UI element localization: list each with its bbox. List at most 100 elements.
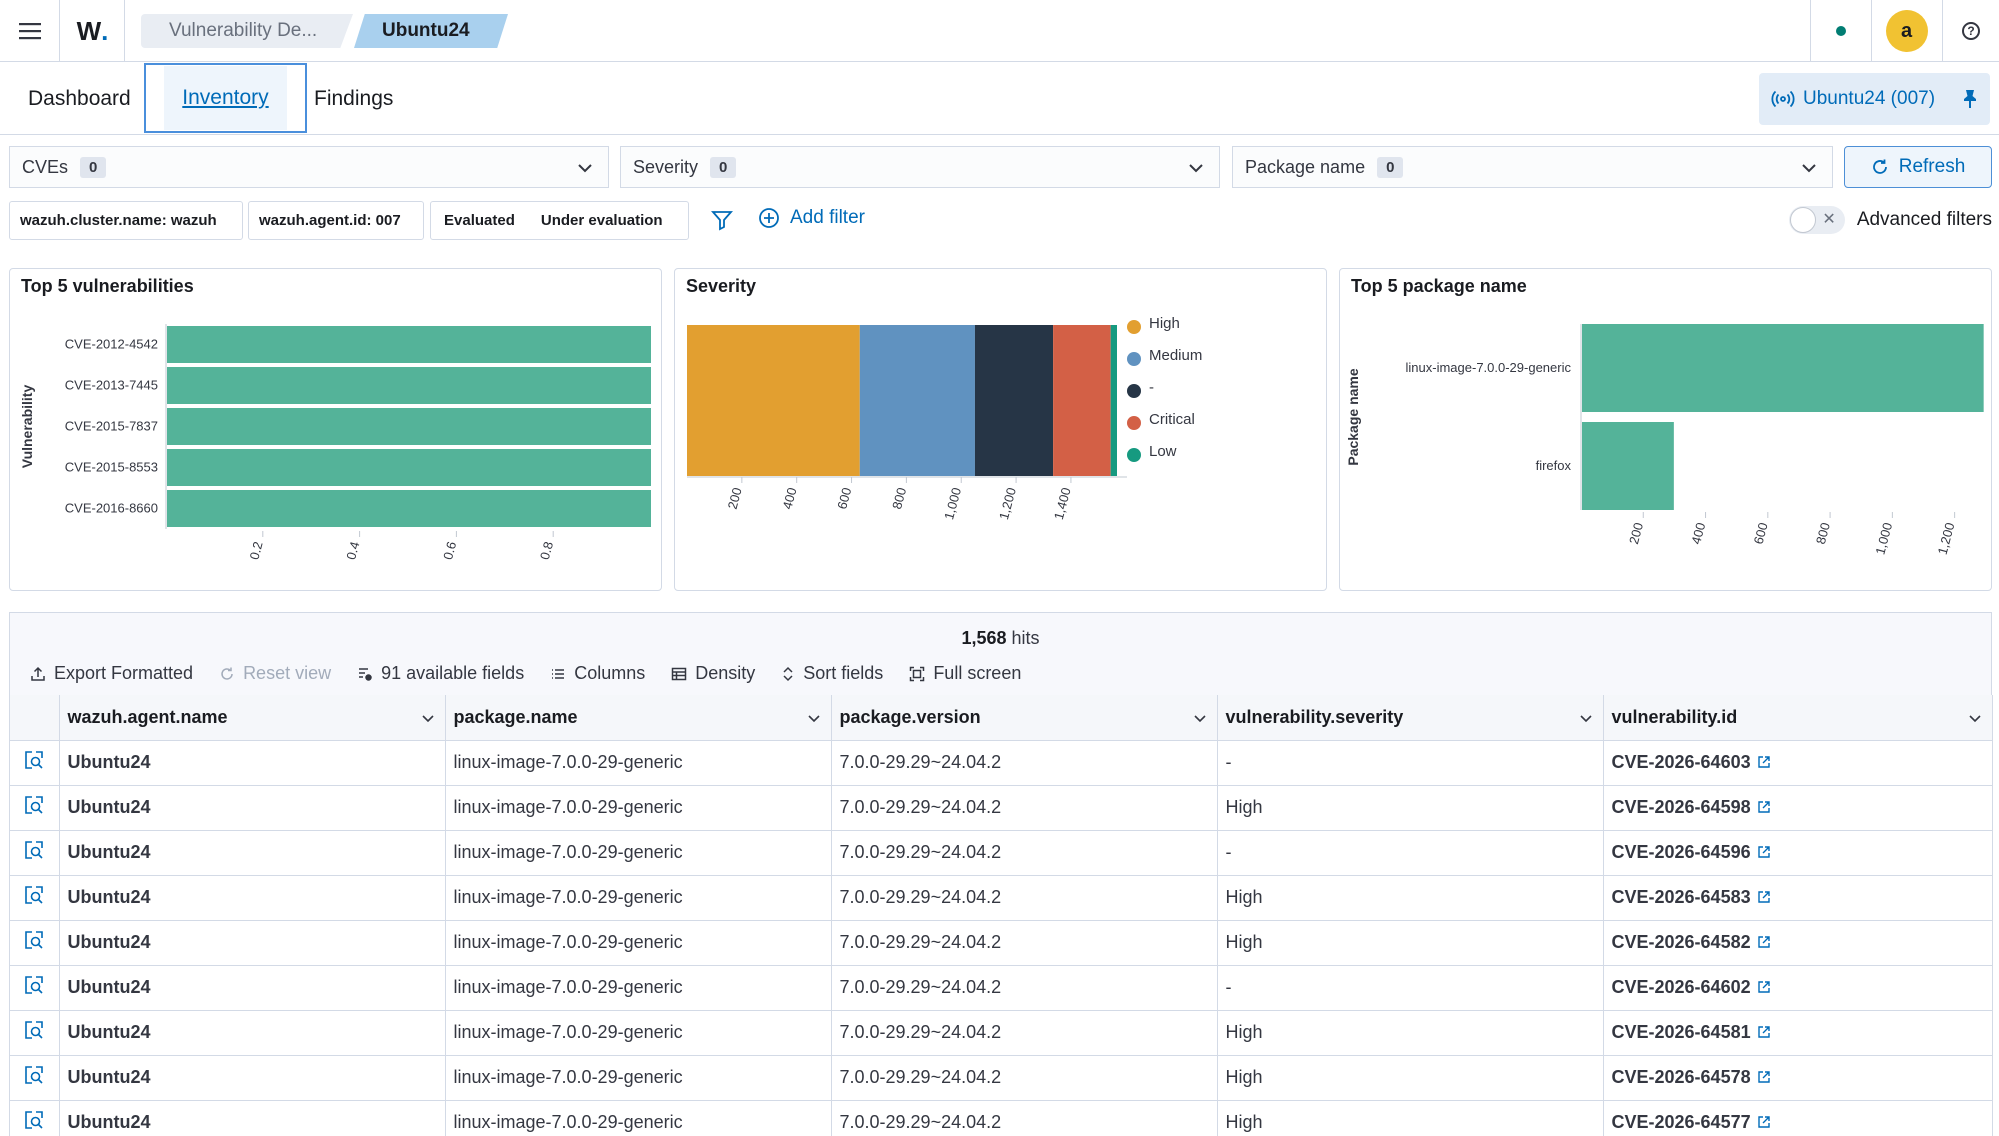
agent-name-link[interactable]: Ubuntu24	[59, 785, 446, 831]
x-tick-label: 1,200	[996, 486, 1019, 521]
severity-cell: -	[1217, 740, 1604, 786]
inspect-icon	[25, 751, 44, 769]
chevron-down-icon[interactable]	[1968, 711, 1982, 725]
table-row: Ubuntu24 linux-image-7.0.0-29-generic 7.0.…	[10, 740, 1993, 786]
breadcrumb-agent[interactable]: Ubuntu24	[354, 14, 508, 48]
inspect-row-button[interactable]	[10, 740, 60, 786]
vulnerability-id-link[interactable]: CVE-2026-64582	[1603, 920, 1993, 966]
agent-name-link[interactable]: Ubuntu24	[59, 1010, 446, 1056]
vulnerability-id-text: CVE-2026-64583	[1611, 887, 1751, 907]
chevron-down-icon[interactable]	[807, 711, 821, 725]
inspect-icon	[25, 841, 44, 859]
filter-pill-agent[interactable]: wazuh.agent.id: 007	[248, 201, 424, 240]
vulnerability-id-link[interactable]: CVE-2026-64603	[1603, 740, 1993, 786]
external-link-icon	[1757, 756, 1770, 768]
chevron-down-icon[interactable]	[1579, 711, 1593, 725]
broadcast-icon	[1771, 90, 1795, 108]
column-header-package-name[interactable]: package.name	[445, 695, 832, 741]
vulnerability-id-link[interactable]: CVE-2026-64598	[1603, 785, 1993, 831]
severity-selector[interactable]: Severity 0	[620, 146, 1220, 188]
agent-name-link[interactable]: Ubuntu24	[59, 740, 446, 786]
full-screen-button[interactable]: Full screen	[909, 663, 1021, 684]
inspect-row-button[interactable]	[10, 785, 60, 831]
inspect-row-button[interactable]	[10, 830, 60, 876]
chevron-down-icon[interactable]	[1193, 711, 1207, 725]
export-formatted-button[interactable]: Export Formatted	[30, 663, 193, 684]
vulnerability-id-link[interactable]: CVE-2026-64596	[1603, 830, 1993, 876]
agent-name-link[interactable]: Ubuntu24	[59, 1100, 446, 1136]
chevron-down-icon	[1189, 164, 1203, 173]
vulnerability-id-link[interactable]: CVE-2026-64577	[1603, 1100, 1993, 1136]
vulnerability-id-link[interactable]: CVE-2026-64583	[1603, 875, 1993, 921]
filter-pill-cluster[interactable]: wazuh.cluster.name: wazuh	[9, 201, 243, 240]
x-tick-label: 0.8	[537, 540, 556, 561]
columns-button[interactable]: Columns	[550, 663, 645, 684]
x-tick-label: 0.2	[247, 540, 266, 561]
x-tick-label: 600	[1751, 521, 1771, 546]
under-evaluation-button[interactable]: Under evaluation	[540, 212, 663, 229]
vulnerability-id-text: CVE-2026-64578	[1611, 1067, 1751, 1087]
table-row: Ubuntu24 linux-image-7.0.0-29-generic 7.0.…	[10, 785, 1993, 831]
breadcrumb-vulnerability[interactable]: Vulnerability De...	[141, 14, 353, 48]
help-icon: ?	[1962, 22, 1980, 40]
density-label: Density	[695, 663, 756, 683]
vulnerability-id-text: CVE-2026-64596	[1611, 842, 1751, 862]
vulnerability-id-link[interactable]: CVE-2026-64581	[1603, 1010, 1993, 1056]
tab-dashboard[interactable]: Dashboard	[28, 87, 131, 110]
agent-name-link[interactable]: Ubuntu24	[59, 965, 446, 1011]
menu-button[interactable]	[0, 0, 60, 62]
package-name-selector[interactable]: Package name 0	[1232, 146, 1833, 188]
table-row: Ubuntu24 linux-image-7.0.0-29-generic 7.0.…	[10, 920, 1993, 966]
vulnerability-id-link[interactable]: CVE-2026-64602	[1603, 965, 1993, 1011]
available-fields-button[interactable]: 91 available fields	[357, 663, 524, 684]
y-axis-label: Package name	[1345, 368, 1361, 465]
vulnerability-id-text: CVE-2026-64582	[1611, 932, 1751, 952]
tab-inventory[interactable]: Inventory	[144, 63, 307, 133]
table-body: Ubuntu24 linux-image-7.0.0-29-generic 7.0.…	[10, 740, 1993, 1136]
filter-icon[interactable]	[710, 208, 734, 232]
inspect-row-button[interactable]	[10, 920, 60, 966]
evaluated-button[interactable]: Evaluated	[444, 212, 515, 229]
agent-selector-button[interactable]: Ubuntu24 (007)	[1759, 73, 1990, 125]
toggle-switch[interactable]: ✕	[1788, 206, 1845, 234]
x-tick-label: 1,400	[1051, 486, 1074, 521]
bar-segment	[859, 325, 975, 476]
inspect-row-button[interactable]	[10, 875, 60, 921]
column-header-severity[interactable]: vulnerability.severity	[1217, 695, 1604, 741]
inspect-row-button[interactable]	[10, 1055, 60, 1101]
y-axis-label: Vulnerability	[19, 385, 35, 469]
advanced-filters-toggle[interactable]: ✕ Advanced filters	[1788, 206, 1992, 234]
refresh-icon	[1872, 159, 1887, 174]
x-tick-label: 400	[779, 486, 799, 511]
severity-cell: High	[1217, 785, 1604, 831]
refresh-button[interactable]: Refresh	[1844, 146, 1992, 188]
add-filter-button[interactable]: Add filter	[758, 207, 865, 229]
density-button[interactable]: Density	[671, 663, 755, 684]
cves-selector-label: CVEs	[22, 156, 69, 177]
agent-name-link[interactable]: Ubuntu24	[59, 920, 446, 966]
column-header-package-version[interactable]: package.version	[831, 695, 1218, 741]
inspect-row-button[interactable]	[10, 965, 60, 1011]
wazuh-logo[interactable]: W.	[61, 0, 125, 62]
agent-name-link[interactable]: Ubuntu24	[59, 1055, 446, 1101]
inspect-row-button[interactable]	[10, 1100, 60, 1136]
column-header-vulnerability-id[interactable]: vulnerability.id	[1603, 695, 1993, 741]
cves-count-badge: 0	[80, 156, 107, 178]
sort-fields-button[interactable]: Sort fields	[781, 663, 883, 684]
cves-selector[interactable]: CVEs 0	[9, 146, 609, 188]
legend-swatch	[1127, 416, 1141, 430]
reset-view-button[interactable]: Reset view	[219, 663, 331, 684]
health-status[interactable]	[1810, 0, 1870, 62]
agent-name-link[interactable]: Ubuntu24	[59, 875, 446, 921]
help-button[interactable]: ?	[1942, 0, 1999, 62]
vulnerability-id-link[interactable]: CVE-2026-64578	[1603, 1055, 1993, 1101]
package-name-cell: linux-image-7.0.0-29-generic	[445, 1055, 832, 1101]
tab-findings[interactable]: Findings	[314, 87, 394, 110]
chevron-down-icon[interactable]	[421, 711, 435, 725]
column-header-agent-name[interactable]: wazuh.agent.name	[59, 695, 446, 741]
user-menu[interactable]: a	[1871, 0, 1941, 62]
inspect-row-button[interactable]	[10, 1010, 60, 1056]
legend-swatch	[1127, 352, 1141, 366]
agent-name-link[interactable]: Ubuntu24	[59, 830, 446, 876]
export-icon	[31, 666, 45, 681]
